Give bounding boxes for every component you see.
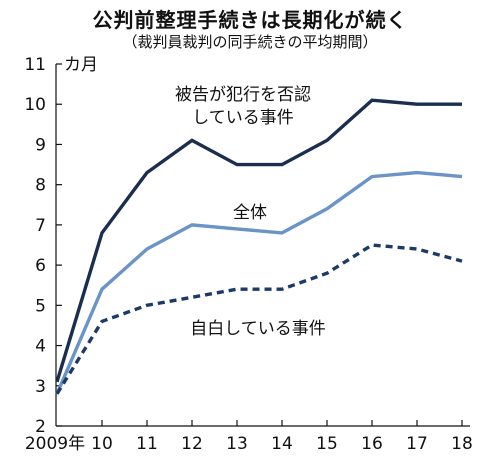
series-label-2: 全体 [233,203,267,223]
axes: 2 3 4 5 6 7 8 9 10 11 カ月 2009年 10 11 12 13 14 15 16 17 18 [24,55,472,454]
x-tick-label: 11 [136,434,158,454]
x-tick-label: 15 [316,434,338,454]
series-label-1: 被告が犯行を否認 [175,85,311,105]
y-tick-label: 5 [35,296,46,316]
chart-title: 公判前整理手続きは長期化が続く [92,8,408,32]
x-tick-label: 13 [226,434,248,454]
x-tick-label: 16 [361,434,383,454]
x-tick-label: 14 [271,434,293,454]
y-tick-label: 4 [35,337,46,357]
x-tick-label: 12 [181,434,203,454]
x-tick-label: 17 [406,434,428,454]
series-line-1 [55,98,462,383]
y-tick-label: 8 [35,176,46,196]
x-tick-label: 2009年 [25,434,85,454]
y-tick-label: 11 [24,55,46,75]
series-lines [55,98,463,395]
y-tick-label: 9 [35,135,46,155]
chart-subtitle: （裁判員裁判の同手続きの平均期間） [122,33,378,51]
series-line-3 [55,243,463,395]
y-tick-label: 2 [35,417,46,437]
y-axis-unit-label: カ月 [64,55,98,75]
y-tick-label: 3 [35,377,46,397]
series-line-2 [55,170,463,395]
y-tick-label: 10 [24,95,46,115]
y-tick-label: 7 [35,216,46,236]
x-tick-label: 10 [91,434,113,454]
series-label-1: している事件 [192,108,294,128]
series-label-3: 自白している事件 [190,319,326,339]
x-tick-label: 18 [451,434,473,454]
y-tick-label: 6 [35,256,46,276]
